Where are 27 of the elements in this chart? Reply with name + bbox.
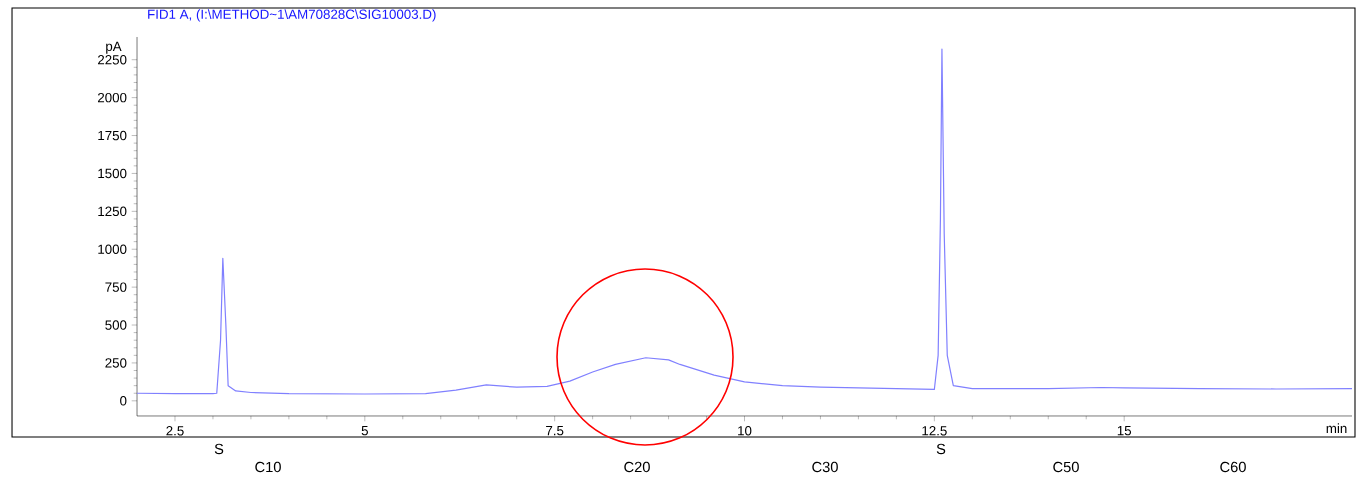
x-tick-label: 2.5 (166, 426, 184, 436)
y-tick-label: 2000 (97, 92, 127, 103)
y-tick-label: 1000 (98, 244, 127, 254)
y-tick-label: 750 (105, 282, 127, 292)
x-tick-label: 15 (1117, 426, 1132, 436)
x-tick-label: 10 (738, 426, 752, 436)
text: C60 (1220, 461, 1246, 473)
x-tick-label: 7.5 (546, 426, 564, 436)
text: C30 (812, 461, 838, 473)
x-tick-label: 12.5 (922, 426, 947, 436)
y-tick-label: 500 (105, 320, 127, 330)
y-tick-label: 250 (105, 358, 127, 368)
y-tick-label: 1750 (98, 130, 127, 141)
text: C50 (1053, 461, 1079, 473)
y-tick-label: 0 (120, 396, 127, 406)
y-tick-label: 1500 (98, 168, 127, 179)
y-tick-label: 2250 (97, 55, 127, 65)
chart-title: FID1 A, (I:\METHOD~1\AM70828C\SIG10003.D) (148, 9, 436, 22)
line-series (136, 48, 1353, 395)
y-axis-title: pA (106, 41, 122, 54)
text: S (214, 443, 224, 455)
text: S (936, 443, 946, 455)
x-tick-label: 5 (361, 426, 368, 436)
x-axis-title: min (1326, 423, 1347, 434)
text: C20 (624, 461, 650, 473)
y-tick-label: 1250 (98, 206, 127, 217)
text: C10 (255, 461, 281, 473)
